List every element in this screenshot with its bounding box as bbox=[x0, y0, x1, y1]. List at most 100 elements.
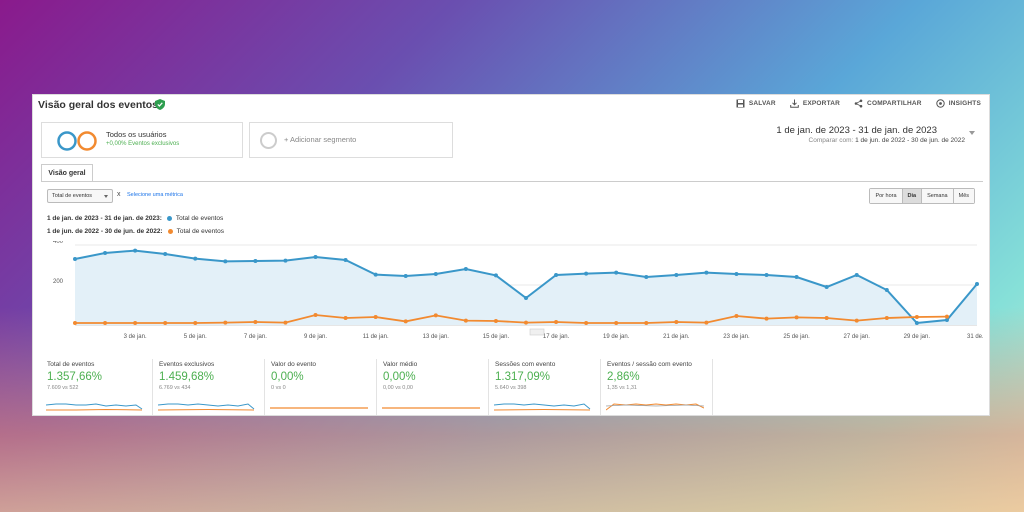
metric-select-value: Total de eventos bbox=[52, 193, 93, 199]
scorecard-total-events[interactable]: Total de eventos 1.357,66% 7.609 vs 522 bbox=[41, 359, 153, 415]
tab-overview[interactable]: Visão geral bbox=[41, 164, 93, 181]
primary-point bbox=[193, 256, 198, 261]
sparkline bbox=[46, 403, 143, 411]
compare-point bbox=[554, 320, 559, 324]
scorecard-label: Valor do evento bbox=[271, 361, 317, 368]
legend-compare-metric: Total de eventos bbox=[176, 228, 224, 235]
compare-point bbox=[944, 314, 949, 319]
scorecard-comparison: 7.609 vs 522 bbox=[47, 385, 79, 391]
x-tick-label: 17 de jan. bbox=[543, 334, 570, 340]
legend-primary: 1 de jan. de 2023 - 31 de jan. de 2023: … bbox=[47, 215, 223, 222]
scorecard-comparison: 0 vs 0 bbox=[271, 385, 286, 391]
x-tick-label: 29 de jan. bbox=[904, 334, 931, 340]
remove-metric-button[interactable]: x bbox=[117, 191, 121, 198]
primary-point bbox=[163, 252, 168, 256]
insights-icon bbox=[935, 99, 945, 108]
sparkline bbox=[606, 403, 704, 411]
scorecard-value: 2,86% bbox=[607, 371, 640, 383]
compare-point bbox=[644, 321, 649, 325]
compare-point bbox=[674, 320, 679, 324]
x-tick-label: 25 de jan. bbox=[783, 334, 810, 340]
compare-point bbox=[103, 321, 108, 325]
period-week-button[interactable]: Semana bbox=[921, 189, 953, 203]
scorecard-unique-events[interactable]: Eventos exclusivos 1.459,68% 6.769 vs 43… bbox=[153, 359, 265, 415]
segment-change: +0,00% Eventos exclusivos bbox=[106, 141, 180, 147]
primary-point bbox=[764, 273, 769, 277]
segment-name: Todos os usuários bbox=[106, 130, 167, 139]
compare-point bbox=[373, 315, 378, 319]
primary-point bbox=[524, 296, 528, 300]
segment-all-users[interactable]: Todos os usuários +0,00% Eventos exclusi… bbox=[41, 122, 243, 158]
scorecard-events-per-session[interactable]: Eventos / sessão com evento 2,86% 1,35 v… bbox=[601, 359, 713, 415]
x-tick-label: 27 de jan. bbox=[844, 334, 871, 340]
scorecard-label: Eventos / sessão com evento bbox=[607, 361, 692, 368]
legend-primary-range: 1 de jan. de 2023 - 31 de jan. de 2023: bbox=[47, 215, 162, 222]
compare-point bbox=[313, 313, 318, 317]
primary-point bbox=[884, 288, 889, 292]
toolbar: SALVAR EXPORTAR COMPARTILHAR INSIGHTS bbox=[736, 99, 981, 108]
share-label: COMPARTILHAR bbox=[867, 100, 922, 107]
primary-point bbox=[584, 271, 589, 276]
primary-point bbox=[975, 282, 979, 286]
compare-point bbox=[584, 321, 589, 325]
compare-point bbox=[493, 319, 498, 323]
primary-point bbox=[914, 321, 919, 325]
scorecard-sessions-with-event[interactable]: Sessões com evento 1.317,09% 5.640 vs 39… bbox=[489, 359, 601, 415]
x-tick-label: 5 de jan. bbox=[184, 334, 207, 340]
x-tick-label: 9 de jan. bbox=[304, 334, 327, 340]
legend-primary-metric: Total de eventos bbox=[175, 215, 224, 222]
compare-point bbox=[704, 320, 709, 325]
primary-point bbox=[283, 258, 288, 263]
compare-point bbox=[73, 321, 77, 325]
compare-point bbox=[794, 315, 799, 320]
sparkline bbox=[270, 407, 368, 409]
export-label: EXPORTAR bbox=[802, 100, 841, 107]
compare-point bbox=[734, 314, 739, 318]
save-button[interactable]: SALVAR bbox=[736, 99, 776, 108]
x-tick-label: 23 de jan. bbox=[723, 334, 750, 340]
events-line-chart: 400 200 3 de jan. 5 de jan. 7 de jan. 9 de ja… bbox=[53, 241, 983, 340]
legend-compare-range: 1 de jun. de 2022 - 30 de jun. de 2022: bbox=[47, 228, 163, 235]
primary-point bbox=[944, 318, 949, 322]
scorecard-label: Sessões com evento bbox=[495, 361, 556, 368]
period-hourly-button[interactable]: Por hora bbox=[870, 189, 902, 203]
compare-series-line bbox=[75, 314, 947, 324]
compare-point bbox=[614, 321, 619, 325]
primary-point bbox=[373, 272, 378, 277]
primary-point bbox=[644, 275, 649, 279]
date-range[interactable]: 1 de jan. de 2023 - 31 de jan. de 2023 bbox=[776, 125, 937, 136]
compare-point bbox=[764, 316, 769, 321]
compare-point bbox=[524, 320, 528, 325]
primary-point bbox=[554, 273, 559, 277]
primary-point bbox=[343, 258, 348, 262]
scorecard-comparison: 0,00 vs 0,00 bbox=[383, 385, 413, 391]
scorecard-label: Eventos exclusivos bbox=[159, 361, 215, 368]
scorecard-average-value[interactable]: Valor médio 0,00% 0,00 vs 0,00 bbox=[377, 359, 489, 415]
period-month-button[interactable]: Mês bbox=[952, 189, 974, 203]
add-segment-button[interactable]: + Adicionar segmento bbox=[249, 122, 453, 158]
select-metric-link[interactable]: Selecione uma métrica bbox=[127, 192, 183, 198]
share-button[interactable]: COMPARTILHAR bbox=[854, 99, 922, 108]
save-icon bbox=[736, 99, 745, 108]
segment-circles-icon bbox=[57, 131, 97, 151]
compare-point bbox=[433, 313, 438, 318]
scorecard-label: Valor médio bbox=[383, 361, 418, 368]
scorecard-value: 1.357,66% bbox=[47, 371, 102, 383]
primary-point bbox=[674, 273, 679, 277]
scorecard-comparison: 6.769 vs 434 bbox=[159, 385, 191, 391]
period-day-button[interactable]: Dia bbox=[901, 189, 922, 203]
insights-button[interactable]: INSIGHTS bbox=[935, 99, 981, 108]
date-dropdown-caret-icon[interactable] bbox=[969, 131, 975, 135]
scorecard-event-value[interactable]: Valor do evento 0,00% 0 vs 0 bbox=[265, 359, 377, 415]
metric-select[interactable]: Total de eventos bbox=[47, 189, 113, 203]
primary-point bbox=[614, 270, 619, 275]
primary-point bbox=[824, 285, 829, 289]
primary-point bbox=[133, 248, 138, 253]
primary-point bbox=[433, 272, 438, 276]
scorecard-value: 1.317,09% bbox=[495, 371, 550, 383]
y-tick-label: 400 bbox=[53, 241, 64, 245]
primary-point bbox=[73, 257, 77, 261]
x-tick-label: 31 de... bbox=[967, 334, 983, 340]
export-button[interactable]: EXPORTAR bbox=[790, 99, 840, 108]
compare-point bbox=[133, 321, 138, 325]
